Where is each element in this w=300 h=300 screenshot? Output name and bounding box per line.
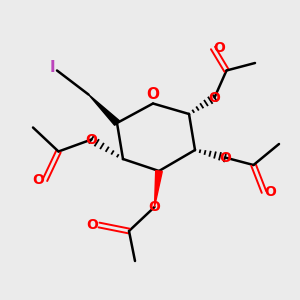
Text: O: O [86,218,98,232]
Text: I: I [50,60,55,75]
Text: O: O [148,200,160,214]
Text: O: O [219,151,231,164]
Text: O: O [208,91,220,104]
Text: O: O [32,173,44,187]
Text: O: O [85,133,98,146]
Text: O: O [265,185,277,199]
Text: O: O [213,41,225,55]
Polygon shape [154,171,162,207]
Text: O: O [146,87,160,102]
Polygon shape [88,94,119,125]
